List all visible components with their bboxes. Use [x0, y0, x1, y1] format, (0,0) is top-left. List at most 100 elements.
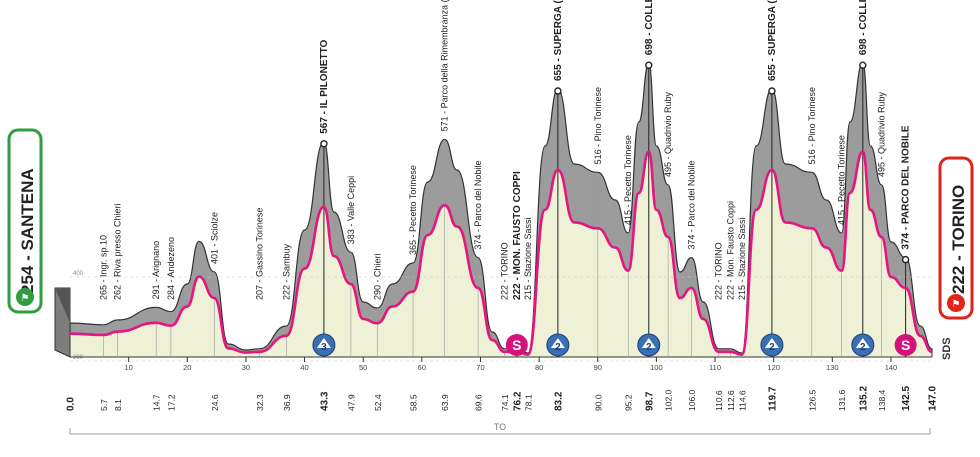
km-label: 17.2	[166, 394, 176, 411]
km-label: 74.1	[500, 394, 510, 411]
km-tick-label: 140	[885, 363, 898, 372]
start-ramp-top	[55, 288, 70, 323]
waypoint-label: 698 - COLLE DELLA MADDALENA	[644, 0, 655, 55]
km-axis: 10 20 30 40 50 60 70 80 90 100 110 120 130 140 0.0 5.7 8…	[66, 357, 939, 411]
waypoint-label: 222 - TORINO	[500, 242, 510, 300]
km-label: 90.0	[593, 394, 603, 411]
km-tick-label: 10	[124, 363, 132, 372]
gpm-marker: 2	[546, 333, 570, 357]
gpm-mountain-icon	[855, 338, 870, 348]
km-label: 0.0	[66, 397, 77, 411]
summit-dot	[320, 140, 328, 148]
waypoint-label: 415 - Pecetto Torinese	[623, 135, 633, 225]
km-label: 78.1	[524, 394, 534, 411]
gpm-category: 3	[321, 342, 327, 353]
sprint-marker: S	[894, 334, 917, 356]
gpm-mountain-icon	[641, 338, 656, 348]
km-label: 119.7	[767, 386, 778, 411]
waypoint-label: 516 - Pino Torinese	[593, 87, 603, 164]
route-line	[69, 150, 933, 356]
waypoint-label: 265 - Ingr. sp.10	[98, 235, 108, 300]
km-tick-label: 120	[767, 363, 780, 372]
svg-text:⚑: ⚑	[21, 293, 30, 304]
waypoint-label: 222 - MON. FAUSTO COPPI	[512, 171, 523, 300]
profile-layer: 200 400	[54, 62, 933, 362]
waypoint-label: 567 - IL PILONETTO	[319, 39, 330, 133]
altitude-tick-label: 400	[73, 271, 84, 277]
km-label: 83.2	[553, 391, 564, 411]
km-tick-label: 110	[709, 363, 721, 372]
waypoint-label: 495 - Quadrivio Ruby	[663, 91, 673, 177]
waypoint-label: 291 - Arignano	[151, 241, 161, 300]
waypoint-label: 401 - Sciolze	[209, 212, 219, 264]
sprint-circle	[894, 334, 917, 356]
km-tick-label: 20	[183, 363, 191, 372]
km-label: 95.2	[624, 394, 634, 411]
km-label: 58.5	[409, 394, 419, 411]
km-label: 14.7	[152, 394, 162, 411]
gpm-category: 2	[646, 342, 652, 353]
km-label: 63.9	[440, 394, 450, 411]
waypoint-label: 516 - Pino Torinese	[807, 87, 817, 164]
km-label: 32.3	[255, 394, 265, 411]
sprint-label: S	[901, 337, 910, 353]
km-label: 36.9	[282, 394, 292, 411]
finish-label: 222 - TORINO	[949, 185, 968, 294]
km-label: 131.6	[837, 389, 847, 411]
waypoint-label: 290 - Chieri	[372, 253, 382, 300]
waypoint-labels: 265 - Ingr. sp.10 262 - Riva presso Chier…	[98, 0, 911, 300]
start-badge: 254 - SANTENA ⚑	[7, 128, 43, 314]
waypoint-label: 222 - Sambuy	[281, 243, 291, 300]
waypoint-label: 655 - SUPERGA (Bric del Duca)	[553, 0, 564, 81]
waypoint-label: 383 - Valle Ceppi	[346, 176, 356, 244]
gpm-marker: 3	[312, 333, 336, 357]
km-tick-label: 70	[476, 363, 484, 372]
region-label: TO	[494, 422, 506, 432]
waypoint-label: 374 - PARCO DEL NOBILE	[901, 125, 912, 249]
waypoint-label: 698 - COLLE DELLA MADDALENA	[858, 0, 869, 55]
gpm-mountain-icon	[550, 338, 565, 348]
brand-mark: SDS	[941, 337, 953, 360]
gpm-category: 2	[555, 342, 561, 353]
km-label: 142.5	[901, 386, 912, 411]
km-label: 114.6	[738, 390, 748, 411]
waypoint-label: 571 - Parco della Rimembranza (Ingresso …	[440, 0, 450, 131]
altitude-tick-label: 200	[73, 355, 84, 361]
waypoint-label: 215 - Stazione Sassi	[737, 217, 747, 300]
km-label: 24.6	[210, 394, 220, 411]
waypoint-label: 655 - SUPERGA (Bric del Duca)	[767, 0, 778, 81]
svg-text:⚑: ⚑	[952, 299, 961, 310]
km-label: 112.6	[726, 390, 736, 411]
waypoint-label: 215 - Stazione Sassi	[523, 217, 533, 300]
km-label: 138.4	[877, 389, 887, 411]
km-label: 47.9	[346, 394, 356, 411]
km-label: 69.6	[474, 394, 484, 411]
km-label: 102.0	[664, 389, 674, 411]
waypoint-label: 284 - Andezeno	[166, 237, 176, 300]
waypoint-label: 415 - Pecetto Torinese	[837, 135, 847, 225]
sprint-marker: S	[505, 334, 528, 356]
gpm-mountain-icon	[316, 338, 331, 348]
summit-dot	[901, 255, 910, 264]
gpm-marker: 2	[851, 333, 875, 357]
km-tick-label: 80	[535, 363, 543, 372]
km-tick-label: 30	[242, 363, 250, 372]
waypoint-label: 374 - Parco del Nobile	[473, 161, 483, 250]
km-label: 52.4	[373, 394, 383, 411]
km-label: 110.6	[714, 390, 724, 411]
km-tick-label: 100	[650, 363, 663, 372]
km-label: 106.0	[687, 389, 697, 411]
finish-badge: 222 - TORINO ⚑	[938, 156, 974, 320]
km-label: 98.7	[644, 391, 655, 411]
km-label: 135.2	[858, 386, 869, 411]
waypoint-label: 207 - Gassino Torinese	[254, 208, 264, 300]
route-layer	[69, 150, 933, 356]
waypoint-label: 222 - TORINO	[714, 242, 724, 300]
km-tick-label: 130	[826, 363, 839, 372]
summit-dot	[645, 61, 653, 69]
km-label: 8.1	[113, 399, 123, 411]
sprint-label: S	[512, 337, 521, 353]
gpm-marker: 2	[637, 333, 661, 357]
start-icon	[16, 288, 34, 306]
gpm-mountain-icon	[764, 338, 779, 348]
